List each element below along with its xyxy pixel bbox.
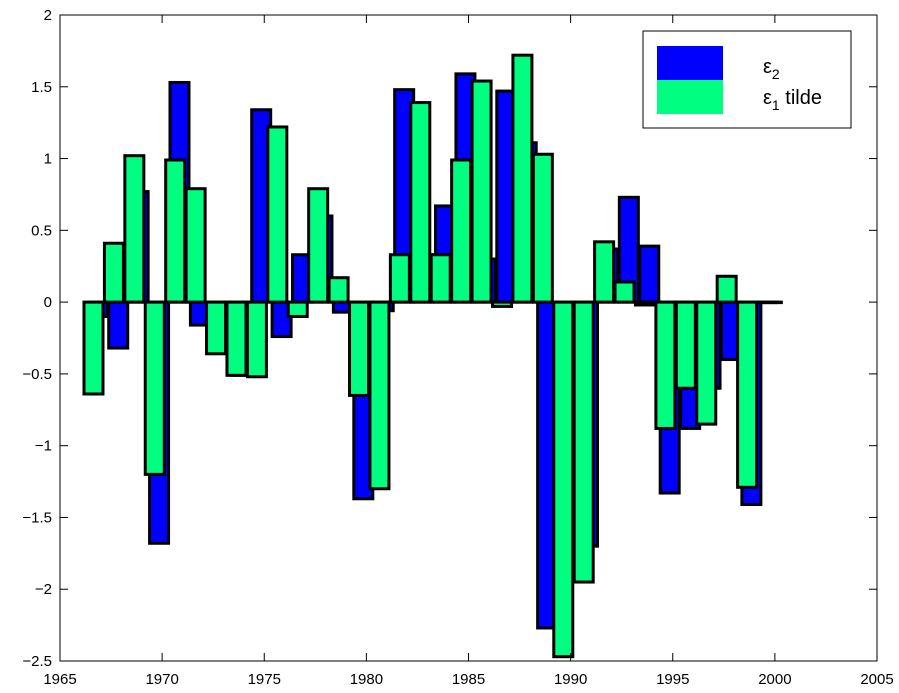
- x-tick-label: 1980: [350, 671, 383, 688]
- bar-epsilon1-tilde-1999: [736, 300, 759, 489]
- bar-epsilon1-tilde-1990: [552, 300, 575, 659]
- bar-epsilon1-tilde-1998: [715, 274, 738, 304]
- y-tick-label: −1: [35, 438, 52, 455]
- bar-epsilon1-tilde-1972: [184, 187, 207, 304]
- bar-epsilon1-tilde-1985: [450, 158, 473, 304]
- bar-epsilon1-tilde-1979: [327, 276, 350, 304]
- y-axis-tick-labels: −2.5 −2 −1.5 −1 −0.5 0 0.5 1 1.5 2: [22, 7, 52, 670]
- bar-epsilon1-tilde-1975: [245, 300, 268, 379]
- y-tick-label: 2: [44, 7, 52, 24]
- bar-epsilon1-tilde-2000: [756, 300, 779, 305]
- x-tick-label: 1985: [452, 671, 485, 688]
- y-tick-label: 0.5: [31, 222, 52, 239]
- y-tick-label: −2: [35, 581, 52, 598]
- bar-epsilon1-tilde-1994: [633, 300, 656, 307]
- bar-epsilon2-1968: [107, 300, 130, 350]
- x-tick-label: 1990: [554, 671, 587, 688]
- x-tick-label: 1965: [43, 671, 76, 688]
- y-tick-label: 1: [44, 151, 52, 168]
- bar-epsilon2-1994: [638, 244, 661, 304]
- bar-epsilon1-tilde-1971: [164, 158, 187, 304]
- x-tick-label: 2005: [860, 671, 893, 688]
- y-tick-label: 0: [44, 294, 52, 311]
- series-epsilon1-tilde-bars: [82, 53, 779, 659]
- legend-swatch-epsilon2: [657, 46, 723, 80]
- x-tick-label: 2000: [758, 671, 791, 688]
- bar-epsilon1-tilde-1993: [613, 280, 636, 304]
- y-tick-label: −1.5: [22, 509, 52, 526]
- bar-epsilon1-tilde-1980: [348, 300, 371, 397]
- legend-label-epsilon1-tilde: ε1 tilde: [763, 87, 822, 113]
- bar-epsilon1-tilde-1991: [572, 300, 595, 584]
- bar-epsilon1-tilde-1977: [286, 300, 309, 318]
- bar-epsilon1-tilde-1986: [470, 79, 493, 304]
- x-tick-label: 1995: [656, 671, 689, 688]
- y-tick-label: −0.5: [22, 366, 52, 383]
- bar-epsilon1-tilde-1988: [511, 53, 534, 304]
- bar-epsilon1-tilde-1970: [143, 300, 166, 476]
- bar-epsilon1-tilde-1978: [307, 187, 330, 304]
- bar-epsilon1-tilde-1974: [225, 300, 248, 377]
- bar-epsilon1-tilde-1968: [102, 241, 125, 304]
- y-tick-label: 1.5: [31, 79, 52, 96]
- bar-epsilon1-tilde-1987: [490, 300, 513, 308]
- bar-epsilon1-tilde-1976: [266, 125, 289, 304]
- bar-epsilon1-tilde-1996: [674, 300, 697, 390]
- legend: ε2 ε1 tilde: [642, 30, 852, 129]
- legend-label-epsilon2: ε2: [763, 56, 780, 82]
- plot-frame: [59, 14, 878, 662]
- x-tick-label: 1975: [248, 671, 281, 688]
- bar-epsilon1-tilde-1981: [368, 300, 391, 491]
- bar-epsilon1-tilde-1967: [82, 300, 105, 396]
- y-tick-label: −2.5: [22, 653, 52, 670]
- bar-epsilon1-tilde-1992: [593, 240, 616, 304]
- bar-epsilon1-tilde-1995: [654, 300, 677, 430]
- bar-epsilon1-tilde-1984: [429, 253, 452, 304]
- bar-epsilon1-tilde-1983: [409, 101, 432, 304]
- legend-swatch-epsilon1-tilde: [657, 80, 723, 114]
- bar-epsilon1-tilde-1997: [695, 300, 718, 426]
- bar-epsilon1-tilde-1973: [205, 300, 228, 356]
- bar-epsilon1-tilde-1969: [123, 154, 146, 304]
- bar-epsilon1-tilde-1989: [531, 152, 554, 304]
- x-axis-tick-labels: 1965 1970 1975 1980 1985 1990 1995 2000 2005: [43, 671, 893, 688]
- x-tick-label: 1970: [145, 671, 178, 688]
- bar-epsilon1-tilde-1982: [388, 253, 411, 304]
